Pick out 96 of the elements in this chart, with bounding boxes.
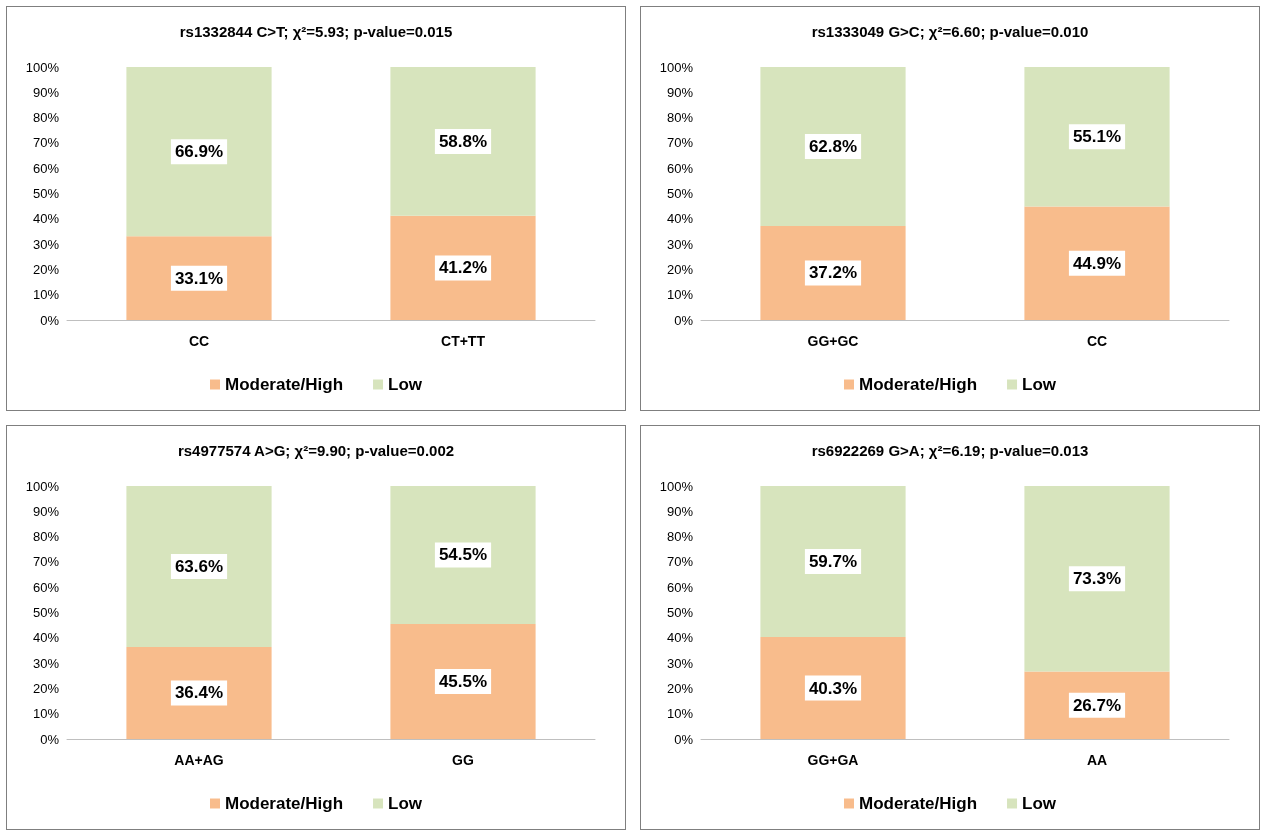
y-tick-label: 10% (32, 287, 60, 303)
y-tick-label: 20% (666, 680, 694, 696)
bar (126, 646, 272, 739)
y-tick-label: 100% (659, 478, 694, 494)
y-tick-label: 80% (32, 529, 60, 545)
y-tick-label: 70% (32, 554, 60, 570)
y-tick-label: 60% (32, 160, 60, 176)
y-tick-label: 20% (32, 680, 60, 696)
bar (760, 67, 906, 226)
y-tick-label: 40% (32, 211, 60, 227)
y-tick-label: 40% (666, 211, 694, 227)
chart-title: rs1332844 C>T; χ²=5.93; p-value=0.015 (179, 23, 453, 40)
bar (390, 215, 536, 320)
bar (760, 225, 906, 320)
bar (126, 67, 272, 237)
bar (390, 623, 536, 739)
y-tick-label: 30% (32, 236, 60, 252)
data-label: 54.5% (438, 545, 488, 565)
data-label: 26.7% (1072, 695, 1122, 715)
y-tick-label: 30% (32, 655, 60, 671)
data-label: 41.2% (438, 258, 488, 278)
y-tick-label: 40% (32, 630, 60, 646)
chart-title: rs1333049 G>C; χ²=6.60; p-value=0.010 (811, 23, 1089, 40)
bar (760, 486, 906, 638)
y-tick-label: 100% (659, 59, 694, 75)
y-tick-label: 70% (666, 554, 694, 570)
data-label: 62.8% (808, 136, 858, 156)
bar (1024, 486, 1170, 672)
y-tick-label: 0% (40, 312, 60, 328)
legend-label: Moderate/High (858, 794, 978, 813)
data-label: 59.7% (808, 552, 858, 572)
legend-label: Low (1022, 794, 1057, 813)
y-tick-label: 20% (666, 261, 694, 277)
x-tick-label: AA+AG (174, 752, 224, 768)
bar (126, 236, 272, 320)
legend-label: Low (1022, 375, 1057, 394)
y-tick-label: 20% (32, 261, 60, 277)
bar (390, 67, 536, 216)
data-label: 63.6% (174, 556, 224, 576)
legend-label: Moderate/High (224, 375, 344, 394)
y-tick-label: 80% (32, 110, 60, 126)
data-label: 45.5% (438, 671, 488, 691)
data-label: 55.1% (1072, 127, 1122, 147)
y-tick-label: 10% (666, 287, 694, 303)
data-label: 44.9% (1072, 253, 1122, 273)
legend-label: Moderate/High (224, 794, 344, 813)
x-tick-label: AA (1086, 752, 1108, 768)
y-tick-label: 10% (666, 706, 694, 722)
y-tick-label: 50% (32, 605, 60, 620)
y-tick-label: 50% (666, 186, 694, 201)
x-tick-label: GG+GA (807, 752, 859, 768)
y-tick-label: 60% (666, 579, 694, 595)
y-tick-label: 0% (674, 731, 694, 747)
bar (390, 486, 536, 624)
y-tick-label: 90% (32, 503, 60, 519)
bar (760, 637, 906, 739)
bar (1024, 67, 1170, 207)
legend-label: Low (388, 794, 423, 813)
y-tick-label: 80% (666, 110, 694, 126)
y-tick-label: 30% (666, 655, 694, 671)
chart-title: rs4977574 A>G; χ²=9.90; p-value=0.002 (177, 442, 455, 459)
bar (126, 486, 272, 647)
data-label: 40.3% (808, 678, 858, 698)
y-tick-label: 70% (666, 135, 694, 151)
y-tick-label: 80% (666, 529, 694, 545)
x-tick-label: GG+GC (807, 333, 859, 349)
data-label: 37.2% (808, 263, 858, 283)
data-label: 73.3% (1072, 569, 1122, 589)
bar (1024, 206, 1170, 320)
x-tick-label: CC (188, 333, 210, 349)
y-tick-label: 50% (666, 605, 694, 620)
legend-label: Low (388, 375, 423, 394)
x-tick-label: CT+TT (441, 333, 486, 349)
y-tick-label: 60% (32, 579, 60, 595)
y-tick-label: 30% (666, 236, 694, 252)
y-tick-label: 60% (666, 160, 694, 176)
y-tick-label: 90% (666, 84, 694, 100)
chart-title: rs6922269 G>A; χ²=6.19; p-value=0.013 (811, 442, 1089, 459)
y-tick-label: 40% (666, 630, 694, 646)
legend-label: Moderate/High (858, 375, 978, 394)
y-tick-label: 10% (32, 706, 60, 722)
y-tick-label: 0% (40, 731, 60, 747)
x-tick-label: GG (452, 752, 474, 768)
data-label: 58.8% (438, 131, 488, 151)
y-tick-label: 0% (674, 312, 694, 328)
y-tick-label: 50% (32, 186, 60, 201)
data-label: 33.1% (174, 268, 224, 288)
data-label: 66.9% (174, 142, 224, 162)
y-tick-label: 100% (25, 478, 60, 494)
bar (1024, 671, 1170, 739)
x-tick-label: CC (1086, 333, 1108, 349)
y-tick-label: 100% (25, 59, 60, 75)
data-label: 36.4% (174, 683, 224, 703)
y-tick-label: 70% (32, 135, 60, 151)
y-tick-label: 90% (666, 503, 694, 519)
y-tick-label: 90% (32, 84, 60, 100)
